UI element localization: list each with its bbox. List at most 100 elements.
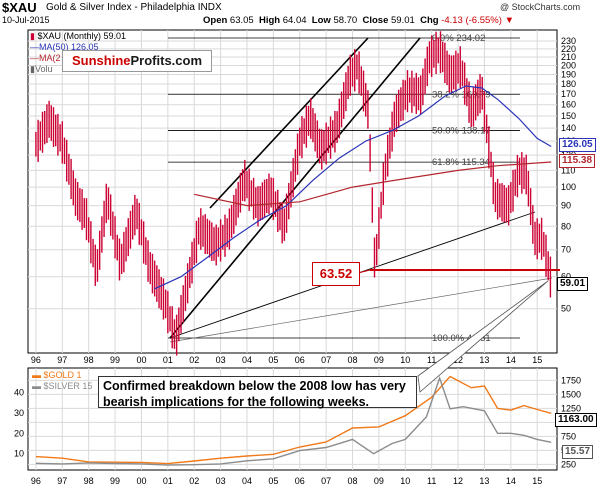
- x-tick-label-lower: 03: [216, 476, 226, 486]
- y-tick-label: 110: [561, 165, 575, 175]
- legend-main-label: $XAU (Monthly) 59.01: [37, 31, 127, 41]
- x-tick-label: 08: [348, 355, 358, 365]
- y-tick-label: 100: [561, 182, 576, 192]
- upper-channel-line: [169, 37, 421, 339]
- legend-silver: ▬ $SILVER 15: [32, 381, 92, 391]
- close-value: 59.01: [391, 15, 415, 26]
- ticker-symbol: $XAU: [2, 0, 37, 15]
- x-tick-label: 05: [268, 355, 278, 365]
- callout-pointer: [417, 280, 549, 393]
- x-tick-label: 14: [506, 355, 516, 365]
- x-tick-label-lower: 01: [163, 476, 173, 486]
- x-tick-label-lower: 99: [110, 476, 120, 486]
- y-tick-label: 50: [561, 304, 571, 314]
- x-tick-label-lower: 96: [31, 476, 41, 486]
- x-tick-label-lower: 98: [84, 476, 94, 486]
- legend-ma200: —MA(2: [30, 53, 61, 63]
- x-tick-label-lower: 14: [506, 476, 516, 486]
- y-left-tick-label: 10: [14, 449, 24, 459]
- chg-value: -4.13 (-6.55%): [441, 15, 502, 26]
- x-tick-label-lower: 10: [400, 476, 410, 486]
- brand-part2: Profits.com: [130, 53, 203, 68]
- y-tick-label: 90: [561, 201, 571, 211]
- y-tick-label: 230: [561, 36, 576, 46]
- y-left-tick-label: 20: [14, 428, 24, 438]
- ma50-price-tag: 126.05: [559, 138, 596, 152]
- y-tick-label: 140: [561, 123, 576, 133]
- y-right-tick-label: 1250: [561, 403, 581, 413]
- x-tick-label: 04: [242, 355, 252, 365]
- x-tick-label: 00: [136, 355, 146, 365]
- x-tick-label-lower: 00: [136, 476, 146, 486]
- x-tick-label-lower: 11: [427, 476, 436, 486]
- x-tick-label: 15: [532, 355, 542, 365]
- open-label: Open: [203, 15, 228, 26]
- y-tick-label: 150: [561, 111, 576, 121]
- open-value: 63.05: [229, 15, 254, 26]
- chg-label: Chg: [420, 15, 439, 26]
- upper-channel-line-2: [209, 37, 369, 209]
- x-tick-label-lower: 13: [479, 476, 489, 486]
- legend-main: ▮ $XAU (Monthly) 59.01: [30, 31, 127, 41]
- ma50-line: [154, 85, 552, 290]
- high-value: 64.04: [282, 15, 307, 26]
- y-left-tick-label: 40: [14, 387, 24, 397]
- brand-part1: Sunshine: [71, 53, 131, 68]
- y-tick-label: 200: [561, 61, 576, 71]
- y-left-tick-label: 30: [14, 408, 24, 418]
- silver-line: [35, 375, 552, 466]
- x-tick-label-lower: 04: [242, 476, 252, 486]
- y-right-tick-label: 1750: [561, 375, 581, 385]
- x-tick-label: 97: [57, 355, 67, 365]
- fibonacci-label: 50.0% 138.17: [432, 125, 491, 136]
- x-tick-label: 12: [453, 355, 463, 365]
- x-tick-label: 11: [427, 355, 436, 365]
- legend-ma50: —MA(50) 126.05: [30, 42, 99, 52]
- y-right-tick-label: 750: [561, 431, 576, 441]
- low-label: Low: [311, 15, 331, 26]
- low-value: 58.70: [333, 15, 358, 26]
- fibonacci-label: 38.2% 169.79: [432, 89, 491, 100]
- x-tick-label: 09: [374, 355, 384, 365]
- x-tick-label: 07: [321, 355, 331, 365]
- legend-ma50-label: MA(50) 126.05: [39, 42, 99, 52]
- y-tick-label: 60: [561, 272, 571, 282]
- y-tick-label: 210: [561, 52, 576, 62]
- x-tick-label: 02: [189, 355, 199, 365]
- ma200-price-tag: 115.38: [559, 154, 596, 168]
- x-tick-label: 01: [163, 355, 173, 365]
- x-tick-label-lower: 97: [57, 476, 67, 486]
- support-callout-pointer: [357, 269, 371, 274]
- y-tick-label: 80: [561, 221, 571, 231]
- y-tick-label: 70: [561, 245, 571, 255]
- ohlc-readout: Open 63.05 High 64.04 Low 58.70 Close 59…: [203, 15, 514, 26]
- fibonacci-label: 0.0% 234.02: [432, 33, 485, 44]
- x-tick-label: 03: [216, 355, 226, 365]
- x-tick-label: 98: [84, 355, 94, 365]
- legend-volume: ▮Volu: [30, 64, 53, 74]
- y-tick-label: 190: [561, 70, 576, 80]
- close-label: Close: [362, 15, 389, 26]
- x-tick-label-lower: 05: [268, 476, 278, 486]
- x-tick-label: 06: [295, 355, 305, 365]
- y-right-tick-label: 250: [561, 459, 576, 469]
- last-price-tag: 59.01: [557, 277, 589, 291]
- gold-line: [35, 375, 552, 465]
- x-tick-label: 10: [400, 355, 410, 365]
- support-callout: 63.52: [312, 262, 360, 286]
- fibonacci-label: 100.0% 42.31: [432, 333, 491, 344]
- y-right-tick-label: 1500: [561, 389, 581, 399]
- high-label: High: [258, 15, 281, 26]
- chart-date: 10-Jul-2015: [2, 15, 50, 25]
- long-term-support-line: [169, 277, 553, 343]
- fibonacci-label: 61.8% 115.34: [432, 157, 490, 168]
- breakdown-callout: Confirmed breakdown below the 2008 low h…: [98, 376, 417, 409]
- credit-text: @ StockCharts.com: [500, 2, 581, 12]
- y-tick-label: 160: [561, 100, 576, 110]
- x-tick-label-lower: 15: [532, 476, 542, 486]
- legend-volume-label: Volu: [34, 64, 53, 74]
- gold-price-tag: 1163.00: [555, 413, 597, 427]
- silver-price-tag: 15.57: [562, 445, 594, 459]
